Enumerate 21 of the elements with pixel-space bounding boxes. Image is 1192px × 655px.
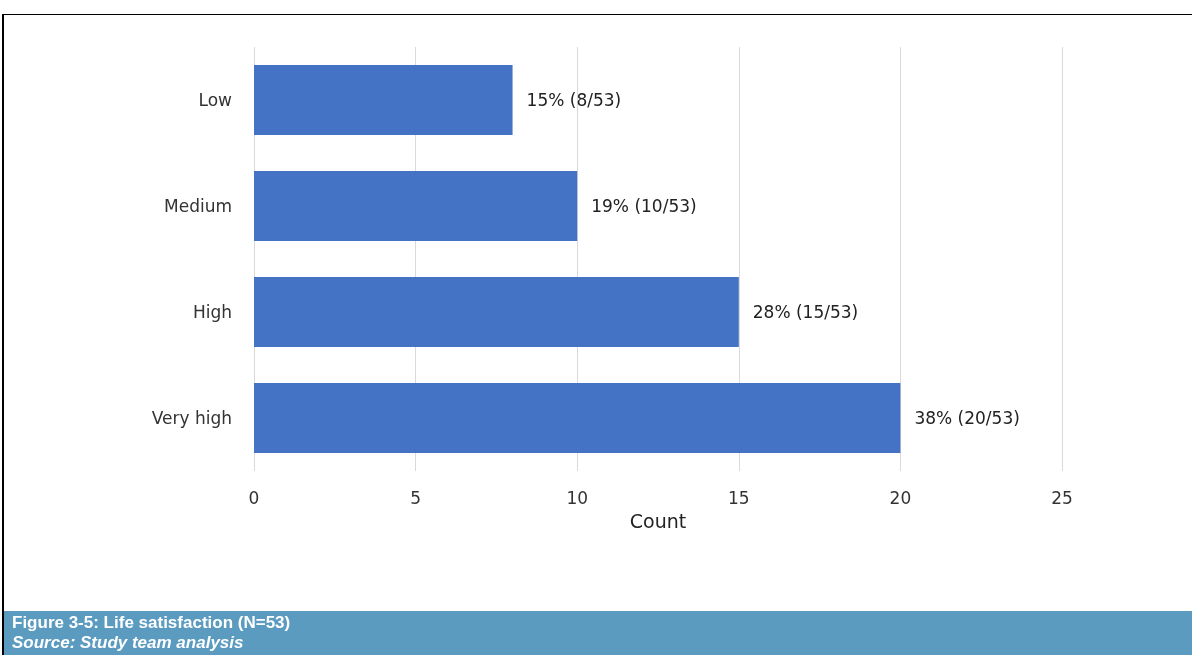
x-tick-label: 10 — [566, 487, 589, 508]
bar — [254, 171, 578, 241]
bar — [254, 65, 513, 135]
y-tick-label: Very high — [151, 408, 232, 428]
x-tick-label: 5 — [410, 487, 422, 508]
y-tick-label: Low — [198, 90, 233, 110]
data-label: 28% (15/53) — [752, 302, 859, 322]
x-tick-label: 20 — [889, 487, 912, 508]
data-label: 15% (8/53) — [526, 90, 622, 110]
y-tick-label: Medium — [164, 196, 232, 216]
x-tick-label: 25 — [1051, 487, 1073, 508]
x-axis-title: Count — [629, 509, 687, 532]
y-tick-label: High — [192, 302, 232, 322]
source-note: Source: Study team analysis — [12, 633, 245, 653]
bar — [254, 383, 901, 453]
x-tick-label: 15 — [727, 487, 750, 508]
x-tick-label: 0 — [248, 487, 260, 508]
bar — [254, 277, 739, 347]
data-label: 38% (20/53) — [914, 408, 1020, 428]
data-label: 19% (10/53) — [591, 196, 697, 216]
text: Figure 3-5: Life satisfaction (N=53) — [12, 613, 292, 633]
